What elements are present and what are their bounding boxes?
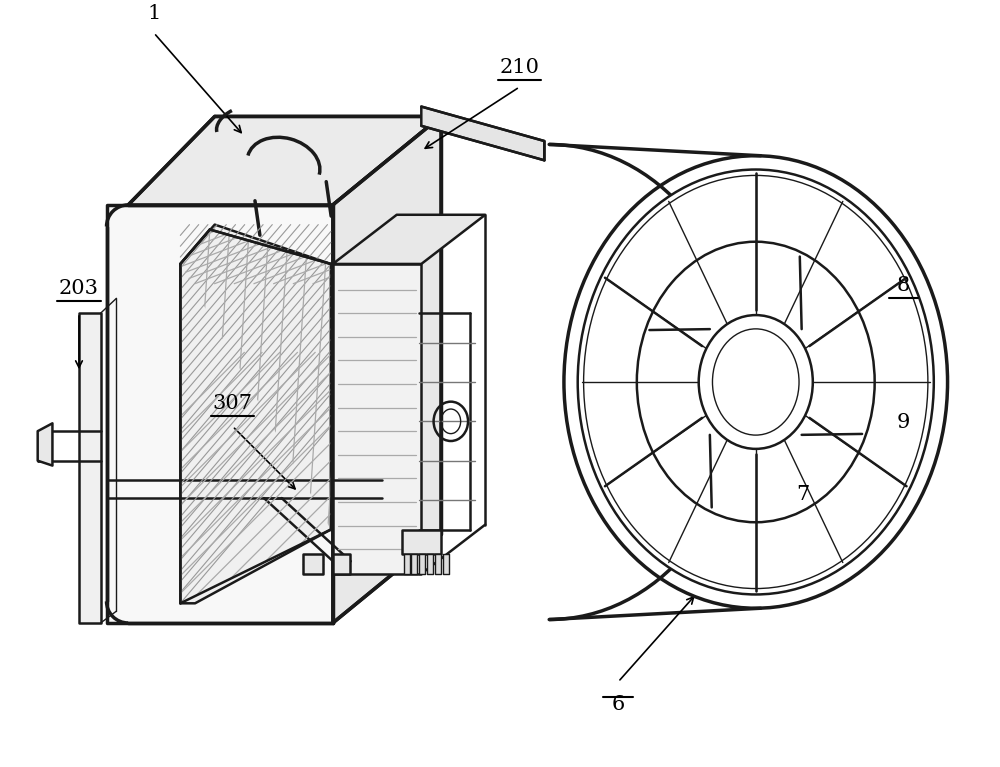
Polygon shape [79, 313, 101, 623]
Polygon shape [419, 554, 425, 574]
Polygon shape [333, 117, 441, 623]
Text: 9: 9 [897, 413, 910, 433]
Polygon shape [333, 215, 485, 264]
Text: 8: 8 [897, 276, 910, 295]
Polygon shape [402, 529, 441, 554]
Text: 203: 203 [59, 279, 99, 298]
Polygon shape [411, 554, 417, 574]
Ellipse shape [699, 315, 813, 449]
Polygon shape [427, 554, 433, 574]
Polygon shape [421, 107, 544, 160]
Polygon shape [303, 554, 323, 574]
Polygon shape [38, 423, 52, 466]
Polygon shape [435, 554, 441, 574]
Text: 307: 307 [212, 394, 252, 413]
Ellipse shape [578, 170, 934, 594]
Text: 6: 6 [611, 695, 625, 714]
Polygon shape [128, 117, 441, 205]
Polygon shape [443, 554, 449, 574]
Polygon shape [333, 264, 421, 574]
Text: 7: 7 [796, 486, 810, 504]
Polygon shape [107, 205, 333, 623]
Text: 1: 1 [147, 4, 160, 23]
Polygon shape [180, 225, 331, 604]
Text: 210: 210 [500, 58, 540, 77]
Polygon shape [404, 554, 410, 574]
Polygon shape [333, 554, 350, 574]
